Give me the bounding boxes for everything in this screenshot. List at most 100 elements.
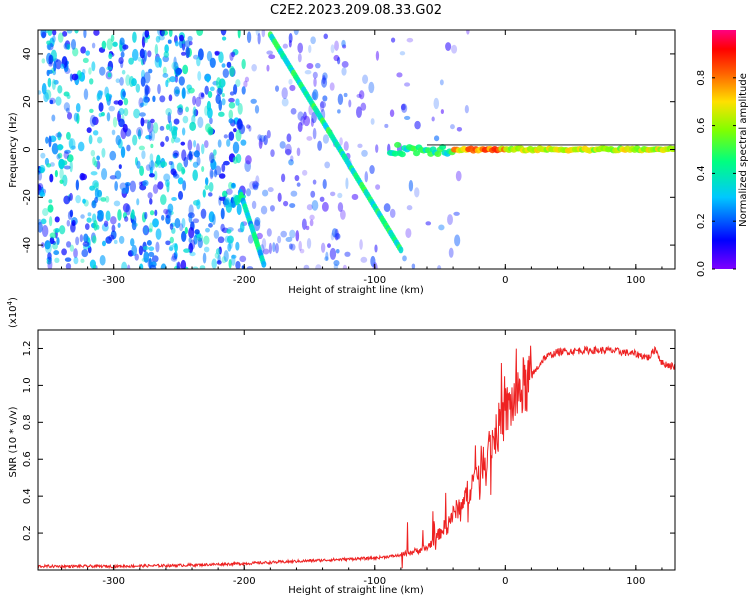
heatmap-cell — [174, 243, 178, 253]
heatmap-cell — [221, 256, 227, 264]
heatmap-cell — [233, 84, 238, 95]
heatmap-cell — [437, 265, 442, 269]
heatmap-cell — [47, 258, 53, 269]
heatmap-cell — [142, 245, 149, 251]
heatmap-cell — [252, 180, 259, 189]
heatmap-cell — [204, 177, 209, 186]
heatmap-cell — [235, 79, 241, 88]
heatmap-cell — [173, 251, 178, 260]
snr-y-ticks: 0.2 0.4 0.6 0.8 1.0 1.2 — [22, 341, 675, 541]
heatmap-cell — [213, 169, 218, 178]
heatmap-cell — [143, 251, 150, 263]
heatmap-cell — [75, 103, 81, 113]
heatmap-cell — [448, 247, 454, 258]
snr-y-tick-label: 1.0 — [22, 377, 33, 393]
heatmap-cell — [341, 67, 347, 76]
heatmap-cell — [182, 180, 187, 191]
heatmap-cell — [245, 155, 252, 165]
heatmap-cell — [42, 208, 49, 217]
heatmap-cell — [319, 196, 325, 202]
colorbar-label: Normalized spectral amplitude — [738, 73, 749, 227]
heatmap-cell — [80, 173, 88, 181]
snr-series-line — [38, 345, 675, 570]
heatmap-cell — [47, 30, 53, 37]
heatmap-cell — [89, 78, 94, 85]
heatmap-cell — [305, 225, 310, 231]
heatmap-cell — [408, 179, 414, 192]
heatmap-cell — [335, 248, 340, 254]
heatmap-cell — [188, 150, 193, 160]
heatmap-cell — [170, 255, 178, 262]
heatmap-cell — [91, 42, 96, 49]
heatmap-cell — [121, 187, 128, 194]
heatmap-cell — [414, 120, 421, 130]
heatmap-cell — [204, 85, 209, 95]
heatmap-cell — [320, 100, 325, 113]
heatmap-cell — [337, 192, 343, 199]
heatmap-cell — [171, 253, 178, 261]
heatmap-cell — [226, 188, 233, 195]
heatmap-cell — [101, 40, 107, 50]
chart-title: C2E2.2023.209.08.33.G02 — [270, 3, 442, 18]
heatmap-cell — [215, 248, 221, 255]
heatmap-cell — [310, 190, 316, 198]
snr-x-tick-label: 100 — [626, 576, 645, 587]
heatmap-cell — [261, 189, 269, 197]
heatmap-cell — [82, 68, 86, 75]
heatmap-cell — [333, 260, 340, 266]
heatmap-cell — [115, 78, 120, 84]
heatmap-cell — [220, 30, 227, 36]
heatmap-cell — [250, 98, 257, 104]
heatmap-cell — [289, 84, 296, 92]
heatmap-cell — [311, 111, 317, 124]
heatmap-cell — [303, 115, 311, 127]
heatmap-cell — [93, 219, 98, 231]
heatmap-cell — [330, 191, 336, 197]
heatmap-cell — [237, 118, 243, 130]
heatmap-cell — [124, 216, 129, 222]
heatmap-cell — [236, 203, 242, 216]
heatmap-cell — [165, 135, 170, 142]
heatmap-cell — [48, 216, 53, 227]
heatmap-cell — [405, 228, 412, 239]
heatmap-cell — [270, 149, 275, 157]
heatmap-cell — [216, 260, 222, 265]
heatmap-cell — [89, 114, 97, 127]
heatmap-cell — [228, 109, 234, 120]
snr-x-ticks: -300 -200 -100 0 100 — [60, 330, 663, 587]
heatmap-cell — [226, 138, 231, 147]
heatmap-cell — [182, 115, 189, 124]
heatmap-cell — [93, 30, 100, 36]
heatmap-cell — [362, 74, 369, 85]
heatmap-cell — [297, 53, 302, 63]
heatmap-cell — [90, 171, 98, 176]
heatmap-cell — [288, 243, 293, 250]
heatmap-cell — [411, 263, 416, 269]
heatmap-cell — [52, 35, 56, 43]
heatmap-cell — [203, 140, 209, 148]
heatmap-cell — [39, 191, 46, 198]
heatmap-cell — [83, 233, 89, 243]
heatmap-cell — [128, 57, 134, 65]
heatmap-cell — [229, 65, 235, 77]
heatmap-cell — [173, 118, 180, 125]
heatmap-cell — [196, 156, 201, 166]
heatmap-cell — [306, 136, 313, 141]
heatmap-cell — [303, 264, 310, 269]
heatmap-cell — [336, 56, 341, 65]
heatmap-cell — [202, 189, 206, 198]
heatmap-cell — [148, 228, 153, 233]
heatmap-cell — [255, 175, 260, 185]
heatmap-cell — [147, 50, 152, 58]
heatmap-cell — [40, 152, 46, 159]
heatmap-cell — [244, 76, 250, 83]
heatmap-cell — [189, 251, 196, 257]
heatmap-cell — [221, 93, 225, 98]
heatmap-cell — [450, 124, 455, 130]
heatmap-cell — [233, 194, 241, 206]
heatmap-cell — [129, 180, 137, 193]
snr-x-tick-label: -200 — [233, 576, 256, 587]
heatmap-cell — [183, 248, 191, 253]
heatmap-cell — [394, 141, 402, 148]
colorbar-ticks: 0.0 0.2 0.4 0.6 0.8 — [696, 70, 736, 277]
